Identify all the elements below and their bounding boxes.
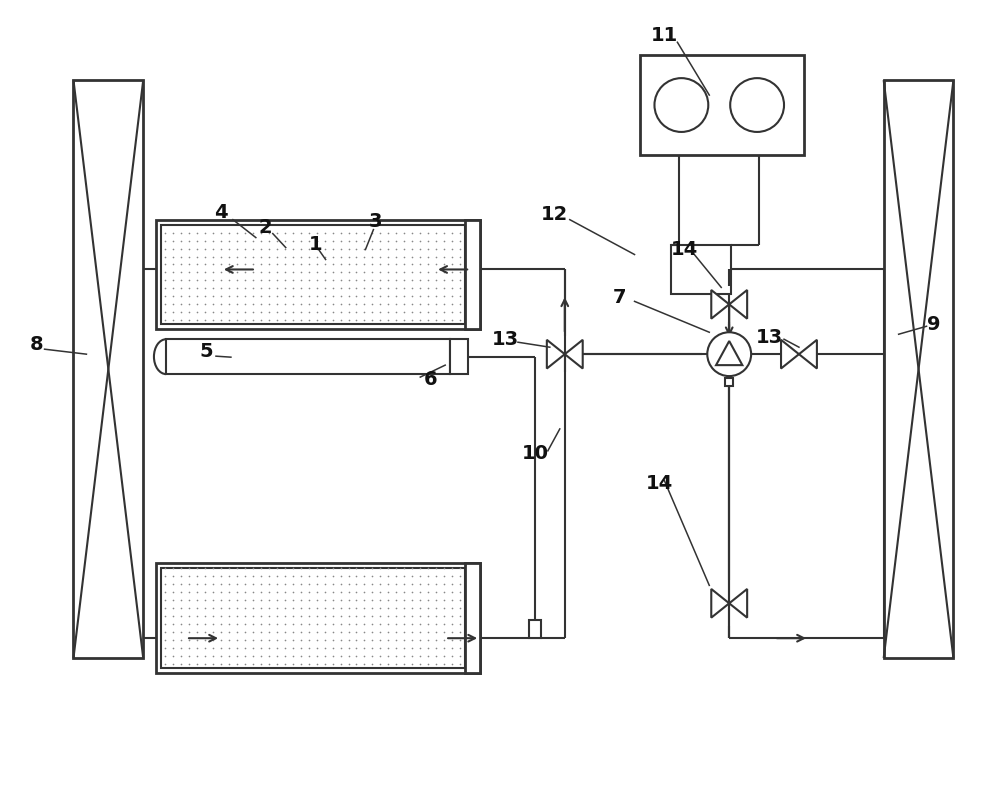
Polygon shape — [729, 589, 747, 617]
Bar — [166, 339, 450, 374]
Polygon shape — [565, 340, 583, 369]
Text: 14: 14 — [646, 474, 673, 493]
Bar — [465, 219, 480, 329]
Text: 2: 2 — [259, 218, 273, 237]
Text: 3: 3 — [369, 212, 382, 231]
Bar — [161, 225, 465, 324]
Text: 13: 13 — [491, 330, 519, 349]
Polygon shape — [799, 340, 817, 369]
Text: 8: 8 — [30, 335, 43, 354]
Bar — [671, 244, 731, 294]
Text: 13: 13 — [756, 328, 783, 347]
Circle shape — [654, 78, 708, 132]
Bar — [161, 569, 465, 668]
Text: 10: 10 — [521, 444, 548, 464]
Bar — [529, 621, 541, 638]
Bar — [156, 563, 480, 673]
Polygon shape — [716, 341, 742, 365]
Text: 6: 6 — [423, 370, 437, 388]
Text: 12: 12 — [541, 205, 568, 224]
Text: 4: 4 — [214, 203, 228, 222]
Text: 7: 7 — [613, 288, 626, 307]
Text: 9: 9 — [927, 315, 940, 334]
Bar — [156, 219, 480, 329]
Text: 5: 5 — [199, 341, 213, 361]
Bar — [450, 339, 468, 374]
Bar — [725, 378, 733, 386]
Bar — [73, 80, 143, 659]
Circle shape — [707, 332, 751, 376]
Bar — [465, 563, 480, 673]
Polygon shape — [729, 290, 747, 319]
Polygon shape — [781, 340, 799, 369]
Text: 1: 1 — [309, 235, 322, 254]
Text: 14: 14 — [671, 240, 698, 259]
Polygon shape — [547, 340, 565, 369]
Polygon shape — [711, 290, 729, 319]
Circle shape — [730, 78, 784, 132]
Bar — [884, 80, 953, 659]
Polygon shape — [711, 589, 729, 617]
Text: 11: 11 — [651, 26, 678, 44]
Bar — [640, 55, 804, 155]
